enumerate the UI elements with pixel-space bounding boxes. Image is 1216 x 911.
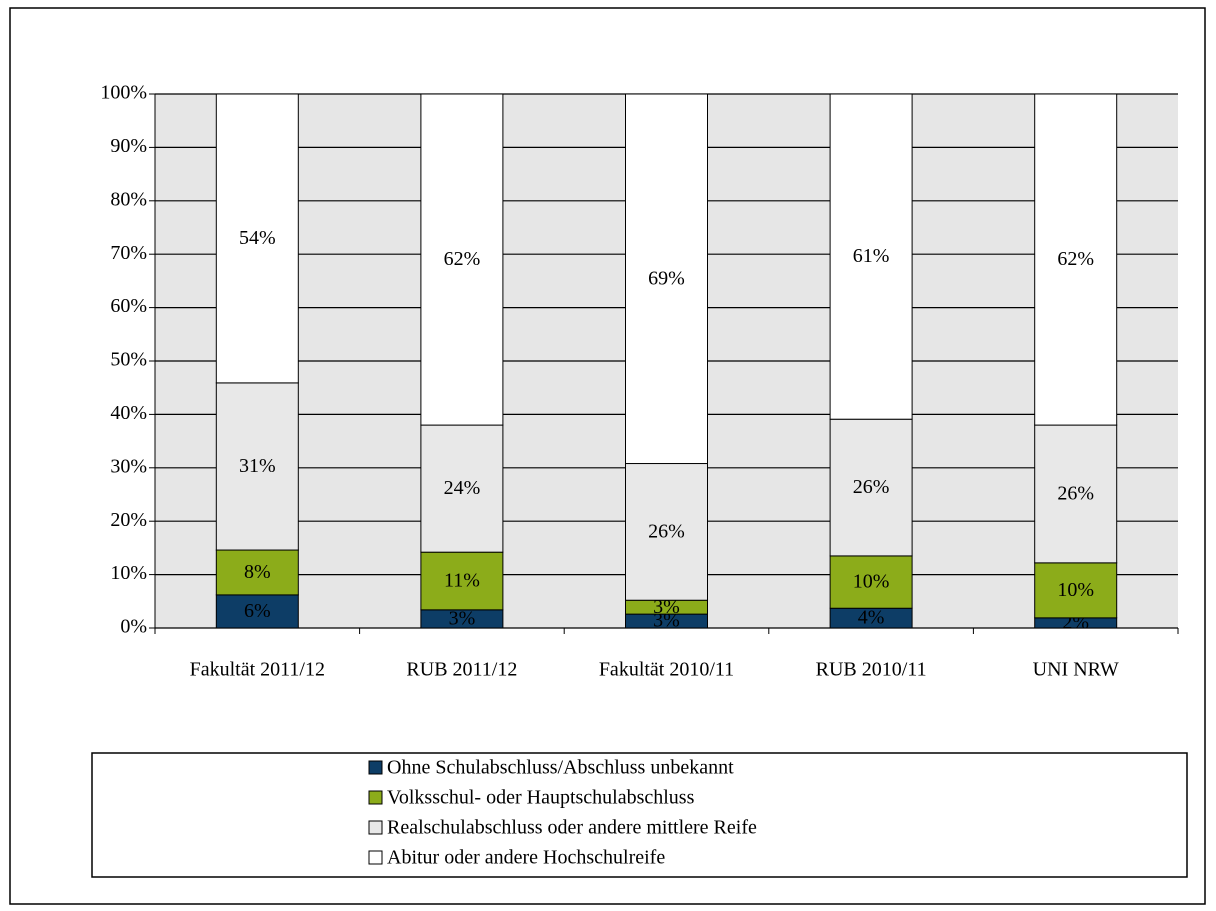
data-label: 3% — [653, 596, 680, 618]
y-tick-label: 0% — [120, 616, 147, 638]
x-tick-label: RUB 2010/11 — [816, 659, 927, 681]
data-label: 10% — [1057, 579, 1094, 601]
bar-segment — [625, 463, 708, 601]
data-label: 62% — [1057, 248, 1094, 270]
y-tick-label: 70% — [110, 242, 147, 264]
data-label: 24% — [444, 477, 481, 499]
legend-label: Realschulabschluss oder andere mittlere … — [387, 817, 757, 839]
data-label: 26% — [853, 476, 890, 498]
y-tick-label: 90% — [110, 135, 147, 157]
bar-segment — [1034, 562, 1118, 619]
y-tick-label: 20% — [110, 509, 147, 531]
bar-segment — [420, 93, 504, 426]
y-tick-label: 80% — [110, 188, 147, 210]
data-label: 4% — [858, 607, 885, 629]
x-tick-label: RUB 2011/12 — [406, 659, 517, 681]
data-label: 31% — [239, 455, 276, 477]
bar-segment — [215, 549, 299, 596]
x-tick-label: UNI NRW — [1033, 659, 1119, 681]
y-tick-label: 100% — [100, 82, 147, 104]
data-label: 61% — [853, 245, 890, 267]
x-tick-label: Fakultät 2011/12 — [190, 659, 325, 681]
data-label: 3% — [449, 608, 476, 630]
bar-segment — [215, 594, 299, 629]
legend-swatch — [368, 760, 383, 775]
bar-segment — [1034, 93, 1118, 426]
y-tick-label: 40% — [110, 402, 147, 424]
data-label: 26% — [648, 520, 685, 542]
legend-swatch — [368, 850, 383, 865]
bar-segment — [829, 418, 913, 557]
legend-swatch — [368, 820, 383, 835]
data-label: 26% — [1057, 483, 1094, 505]
data-label: 10% — [853, 571, 890, 593]
data-label: 54% — [239, 227, 276, 249]
bar-segment — [829, 555, 913, 609]
y-tick-label: 50% — [110, 349, 147, 371]
legend-box — [91, 752, 1188, 878]
data-label: 3% — [653, 610, 680, 632]
legend-label: Abitur oder andere Hochschulreife — [387, 847, 665, 869]
y-tick-label: 30% — [110, 455, 147, 477]
bar-segment — [215, 93, 299, 384]
x-tick-label: Fakultät 2010/11 — [599, 659, 734, 681]
bar-segment — [1034, 424, 1118, 564]
bar-segment — [829, 93, 913, 420]
y-tick-label: 60% — [110, 295, 147, 317]
data-label: 69% — [648, 267, 685, 289]
data-label: 11% — [444, 570, 480, 592]
data-label: 6% — [244, 600, 271, 622]
data-label: 62% — [444, 248, 481, 270]
y-tick-label: 10% — [110, 562, 147, 584]
bar-segment — [625, 93, 708, 465]
data-label: 8% — [244, 561, 271, 583]
legend-label: Volksschul- oder Hauptschulabschluss — [387, 787, 695, 809]
bar-segment — [215, 382, 299, 551]
bar-segment — [420, 551, 504, 611]
legend-swatch — [368, 790, 383, 805]
legend-label: Ohne Schulabschluss/Abschluss unbekannt — [387, 757, 734, 779]
